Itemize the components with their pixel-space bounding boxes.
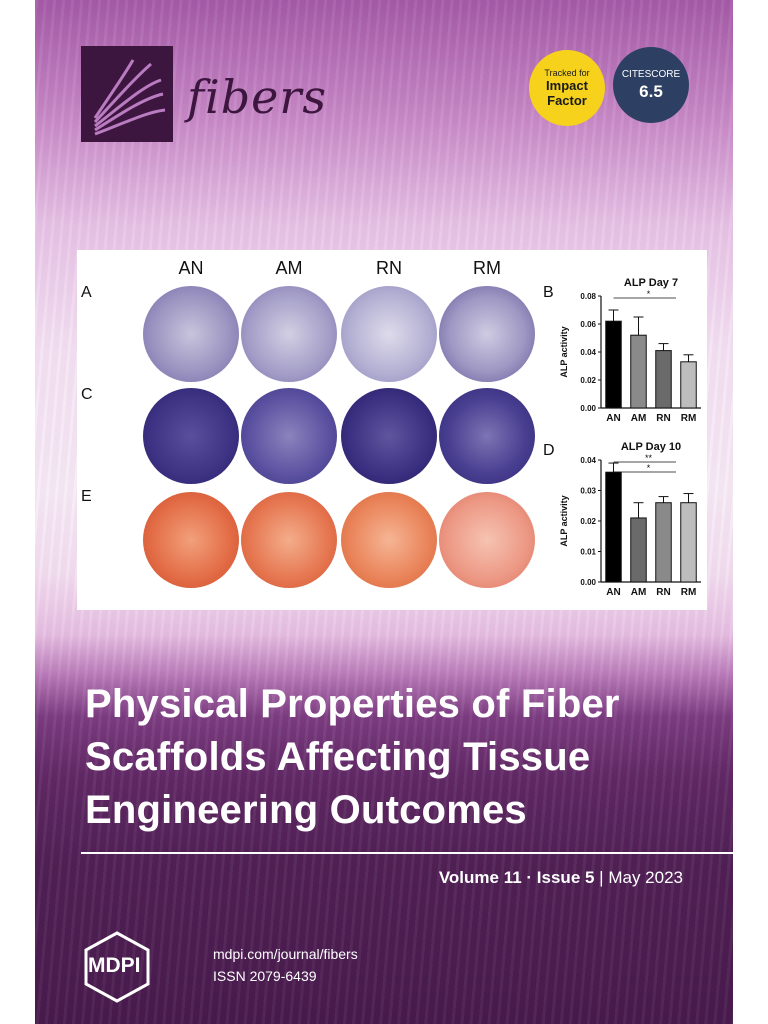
- bar: [655, 350, 672, 409]
- x-tick-label: AN: [606, 413, 620, 424]
- column-label: RM: [473, 258, 501, 278]
- bar: [630, 517, 647, 583]
- y-axis-label: ALP activity: [559, 495, 569, 546]
- bar: [605, 320, 622, 409]
- stained-dish: [143, 286, 239, 382]
- bar: [605, 471, 622, 583]
- bar: [630, 334, 647, 409]
- y-tick-label: 0.00: [580, 404, 596, 413]
- divider-line: [81, 852, 733, 854]
- x-tick-label: RM: [681, 413, 697, 424]
- article-title: Physical Properties of Fiber Scaffolds A…: [85, 678, 705, 837]
- issue-bar: |: [594, 868, 609, 887]
- journal-cover: fibers Tracked for Impact Factor CITESCO…: [35, 0, 733, 1024]
- stained-dish: [241, 492, 337, 588]
- citescore-label: CITESCORE: [621, 68, 681, 80]
- x-tick-label: AM: [631, 413, 647, 424]
- issn-text: ISSN 2079-6439: [213, 968, 317, 984]
- impact-factor-badge: Tracked for Impact Factor: [529, 50, 605, 126]
- stained-dish: [341, 388, 437, 484]
- stained-dish: [439, 286, 535, 382]
- chart-label: D: [543, 442, 555, 459]
- x-tick-label: RN: [656, 413, 670, 424]
- bar: [680, 361, 697, 409]
- x-tick-label: AN: [606, 587, 620, 598]
- column-label: AN: [178, 258, 204, 278]
- impact-badge-line2: Impact: [546, 78, 588, 93]
- stained-dish: [143, 388, 239, 484]
- journal-logo: [81, 46, 173, 142]
- journal-name: fibers: [187, 70, 328, 124]
- significance-marker: **: [645, 453, 653, 463]
- issue-separator: ·: [521, 868, 537, 887]
- stained-dish: [439, 388, 535, 484]
- y-tick-label: 0.08: [580, 292, 596, 301]
- chart-title: ALP Day 7: [624, 277, 678, 289]
- alp-day10-chart: ALP Day 10 ALP activity 0.00 0.01 0.02 0.03 0.…: [559, 441, 701, 598]
- article-title-line: Engineering Outcomes: [85, 788, 527, 832]
- column-label: AM: [275, 258, 303, 278]
- bar: [680, 502, 697, 583]
- y-tick-label: 0.03: [580, 487, 596, 496]
- publisher-name: MDPI: [88, 954, 141, 977]
- significance-marker: *: [647, 463, 651, 473]
- row-label: A: [81, 284, 92, 301]
- stained-dish: [241, 286, 337, 382]
- mdpi-logo-icon: [84, 931, 150, 1003]
- y-tick-label: 0.04: [580, 456, 596, 465]
- x-tick-label: AM: [631, 587, 647, 598]
- alp-day7-chart: ALP Day 7 ALP activity 0.00 0.02 0.04 0.06 0.0…: [559, 277, 701, 424]
- stained-dish: [341, 286, 437, 382]
- row-label: C: [81, 386, 93, 403]
- journal-url[interactable]: mdpi.com/journal/fibers: [213, 946, 358, 962]
- y-tick-label: 0.01: [580, 548, 596, 557]
- column-label: RN: [376, 258, 402, 278]
- impact-badge-line1: Tracked for: [544, 68, 590, 78]
- issue-date: May 2023: [608, 868, 683, 887]
- chart-title: ALP Day 10: [621, 441, 681, 453]
- x-tick-label: RN: [656, 587, 670, 598]
- significance-marker: *: [647, 289, 651, 299]
- y-tick-label: 0.00: [580, 578, 596, 587]
- row-label: E: [81, 488, 92, 505]
- article-title-line: Physical Properties of Fiber: [85, 682, 620, 726]
- y-tick-label: 0.02: [580, 517, 596, 526]
- issue-info: Volume 11 · Issue 5 | May 2023: [439, 868, 683, 888]
- y-tick-label: 0.04: [580, 348, 596, 357]
- x-tick-label: RM: [681, 587, 697, 598]
- chart-label: B: [543, 284, 554, 301]
- stained-dish: [439, 492, 535, 588]
- stained-dish: [341, 492, 437, 588]
- bar: [655, 502, 672, 583]
- fiber-strands-icon: [93, 59, 166, 136]
- issue-number: Issue 5: [536, 868, 595, 887]
- y-tick-label: 0.02: [580, 376, 596, 385]
- citescore-value: 6.5: [639, 81, 663, 101]
- y-tick-label: 0.06: [580, 320, 596, 329]
- stained-dish: [143, 492, 239, 588]
- citescore-badge: CITESCORE 6.5: [613, 47, 689, 123]
- article-title-line: Scaffolds Affecting Tissue: [85, 735, 591, 779]
- figure-panel: AN AM RN RM A C E B D ALP Day 7 ALP activ…: [77, 250, 707, 610]
- stained-dish: [241, 388, 337, 484]
- volume-text: Volume 11: [438, 868, 522, 887]
- y-axis-label: ALP activity: [559, 326, 569, 377]
- impact-badge-line3: Factor: [547, 93, 587, 108]
